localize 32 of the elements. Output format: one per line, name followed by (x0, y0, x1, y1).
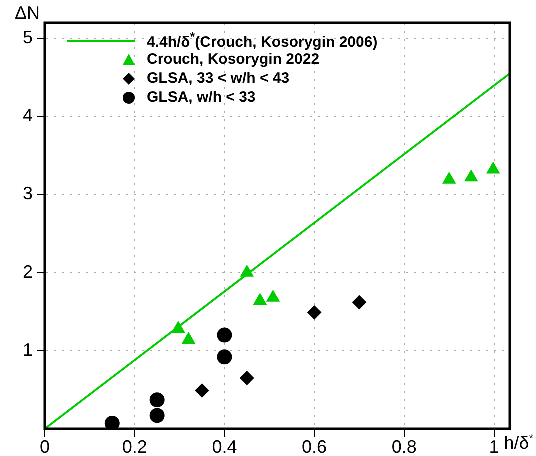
point (442, 172, 456, 184)
point (240, 371, 254, 386)
x-axis-title: h/δ* (504, 432, 534, 453)
legend-label: GLSA, w/h < 33 (147, 89, 256, 106)
point (486, 162, 500, 174)
x-tick-label: 1 (489, 436, 500, 456)
point (217, 328, 232, 343)
x-tick-label: 0.4 (212, 436, 238, 456)
y-tick-label: 2 (22, 262, 33, 282)
y-tick-label: 1 (22, 340, 33, 360)
legend-label: GLSA, 33 < w/h < 43 (147, 70, 290, 87)
legend-label: Crouch, Kosorygin 2022 (147, 51, 320, 68)
point (150, 408, 165, 424)
x-tick-label: 0.8 (392, 436, 417, 456)
point (308, 306, 322, 320)
point (217, 350, 232, 365)
legend-label: 4.4h/δ$^{*}$(Crouch, Kosorygin 2006) (147, 30, 378, 51)
point (195, 384, 210, 398)
y-tick-label: 5 (22, 28, 33, 48)
point (104, 416, 120, 429)
point (182, 332, 196, 344)
x-tick-label: 0.2 (122, 436, 148, 456)
x-tick-label: 0.6 (302, 436, 328, 456)
point (266, 290, 280, 302)
point (254, 293, 267, 305)
point (464, 170, 478, 182)
x-tick-label: 0 (40, 436, 50, 456)
y-tick-label: 4 (22, 106, 33, 126)
point (352, 296, 366, 310)
point (150, 392, 165, 408)
y-axis-title: ΔN (15, 3, 40, 23)
y-tick-label: 3 (22, 184, 33, 204)
